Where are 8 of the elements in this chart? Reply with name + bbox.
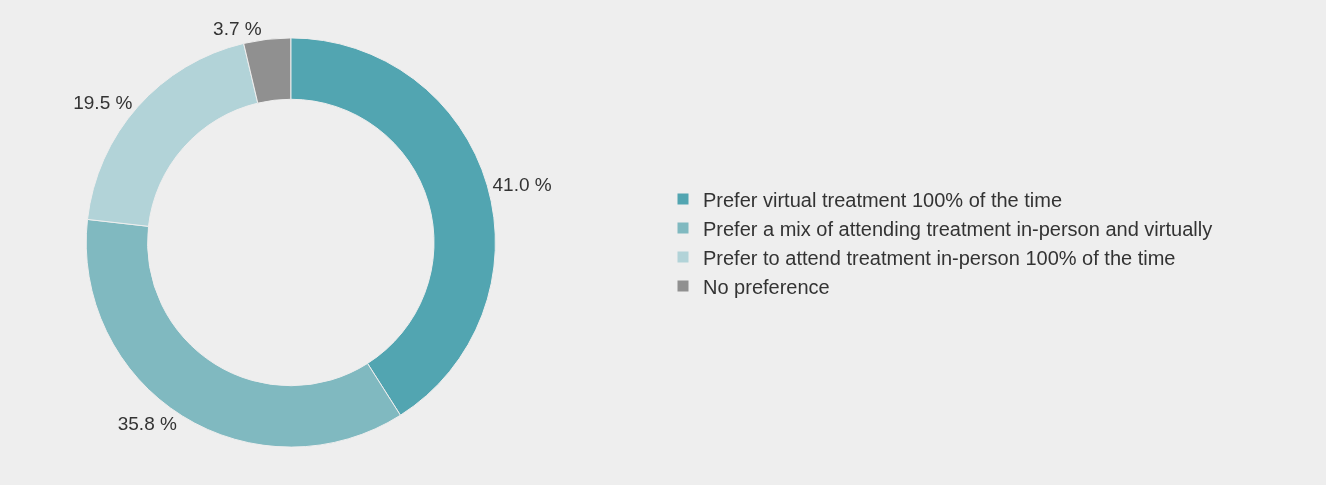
legend-label: Prefer to attend treatment in-person 100% of the time [703,246,1176,269]
data-label: 41.0 % [492,174,552,196]
data-label: 3.7 % [213,18,262,40]
data-label: 35.8 % [117,412,177,434]
legend-label: No preference [703,275,830,298]
data-label: 19.5 % [73,91,133,113]
legend-label: Prefer a mix of attending treatment in-person and virtually [703,217,1213,240]
legend-label: Prefer virtual treatment 100% of the time [703,188,1063,211]
